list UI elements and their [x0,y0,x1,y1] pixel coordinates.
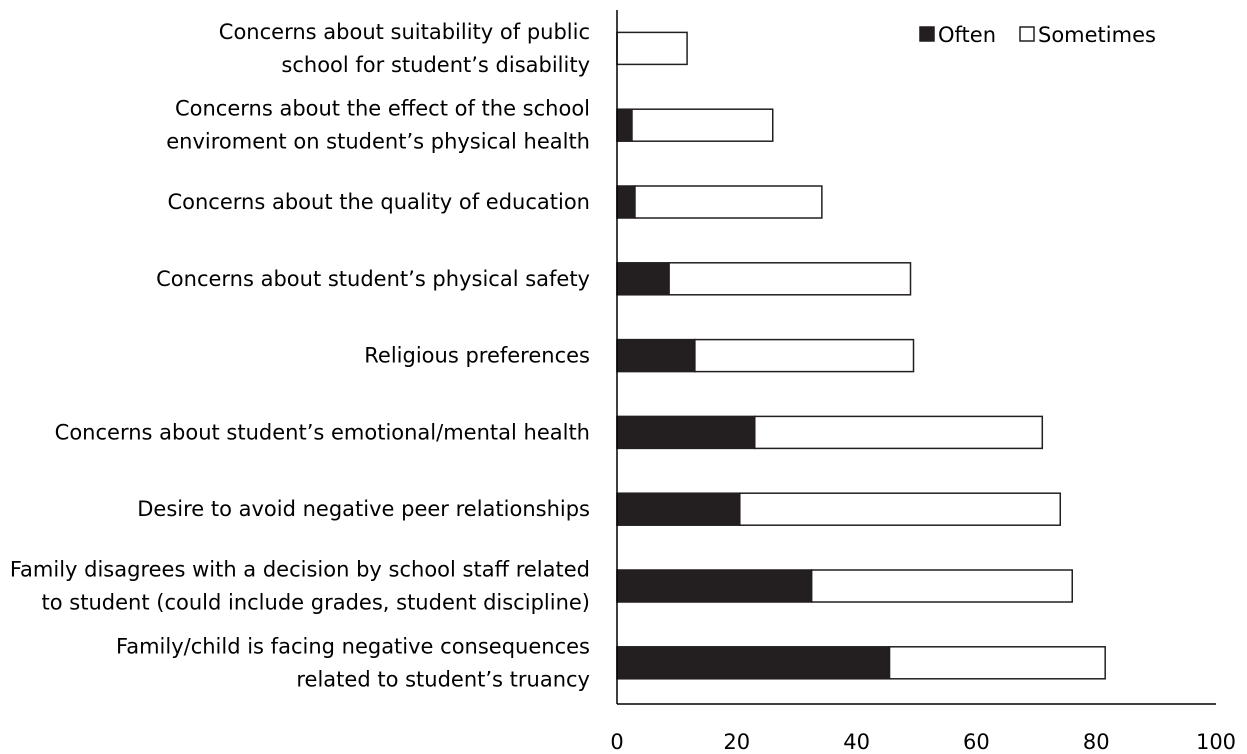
bars [616,31,1106,680]
bar-sometimes-7 [810,569,1073,603]
bar-often-7 [616,569,813,603]
bar-often-3 [616,262,670,296]
x-tick-label-20: 20 [723,730,750,754]
bar-sometimes-8 [888,646,1106,680]
x-tick-label-0: 0 [610,730,623,754]
bar-sometimes-1 [631,108,774,142]
bar-sometimes-2 [634,185,823,219]
category-labels: Concerns about suitability of public scho… [10,20,590,691]
x-tick-label-100: 100 [1196,730,1236,754]
x-tick-labels: 0 20 40 60 80 100 [610,730,1236,754]
category-label-2: Concerns about the quality of education [167,190,590,214]
category-label-1: Concerns about the effect of the school e… [166,97,590,154]
category-label-0: Concerns about suitability of public scho… [219,20,590,77]
bar-often-1 [616,108,633,142]
bar-often-2 [616,185,636,219]
category-label-8: Family/child is facing negative conseque… [116,634,590,691]
bar-sometimes-3 [668,262,912,296]
x-tick-label-80: 80 [1083,730,1110,754]
bar-often-5 [616,415,756,450]
bar-often-6 [616,492,741,526]
category-label-5: Concerns about student’s emotional/menta… [55,420,590,444]
legend-label-sometimes: Sometimes [1038,23,1156,47]
category-label-3: Concerns about student’s physical safety [156,267,590,291]
bar-sometimes-4 [694,338,915,373]
bar-sometimes-0 [616,31,688,66]
category-label-7: Family disagrees with a decision by scho… [10,558,590,615]
legend-label-often: Often [938,23,996,47]
x-tick-label-60: 60 [963,730,990,754]
bar-sometimes-5 [754,415,1044,450]
category-label-6: Desire to avoid negative peer relationsh… [137,497,590,521]
category-label-4: Religious preferences [364,344,590,368]
x-tick-label-40: 40 [843,730,870,754]
bar-often-8 [616,646,891,680]
bar-sometimes-6 [739,492,1062,526]
legend: Often Sometimes [919,23,1156,47]
legend-swatch-sometimes [1019,26,1035,42]
bar-often-4 [616,338,696,373]
legend-swatch-often [919,26,935,42]
